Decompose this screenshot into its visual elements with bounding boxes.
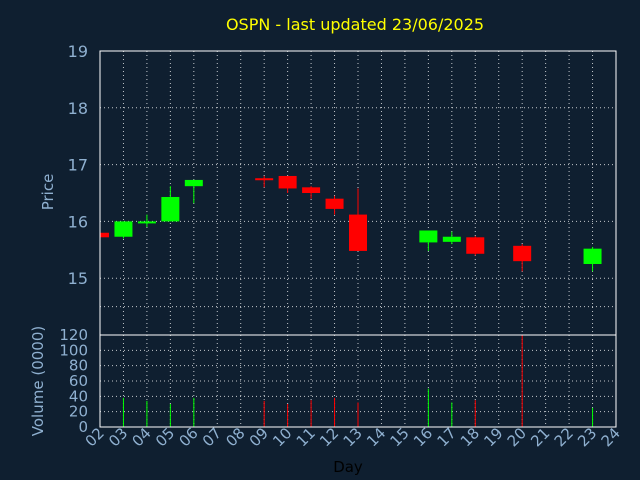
candle-body — [325, 198, 344, 209]
day-tick-label: 03 — [105, 424, 131, 450]
volume-tick-label: 100 — [59, 341, 88, 359]
chart-title: OSPN - last updated 23/06/2025 — [226, 15, 484, 34]
price-tick-label: 17 — [68, 156, 88, 175]
candle-body — [255, 178, 274, 181]
candle-body — [278, 175, 297, 189]
day-tick-label: 08 — [222, 424, 248, 450]
candle-body — [349, 214, 367, 251]
day-tick-label: 05 — [152, 424, 178, 450]
price-panel: 15 16 17 18 19 — [68, 42, 617, 336]
volume-tick-label: 60 — [69, 372, 88, 390]
candle-body — [442, 236, 461, 242]
day-tick-label: 09 — [246, 424, 272, 450]
volume-tick-label: 80 — [69, 357, 88, 375]
volume-tick-label: 20 — [69, 403, 88, 421]
candle-body — [161, 196, 180, 222]
price-axis-label: Price — [39, 174, 57, 211]
price-tick-label: 18 — [68, 99, 88, 118]
day-tick-label: 15 — [387, 424, 413, 450]
day-tick-label: 17 — [433, 424, 459, 450]
day-axis-label: Day — [333, 458, 363, 476]
volume-frame — [99, 334, 617, 428]
candle-body — [513, 245, 532, 262]
day-tick-label: 06 — [175, 424, 201, 450]
candle-body — [583, 248, 602, 264]
day-tick-label: 21 — [527, 424, 553, 450]
candle-body — [114, 221, 133, 237]
day-tick-label: 20 — [504, 424, 530, 450]
day-tick-label: 16 — [410, 424, 436, 450]
volume-axis-label: Volume (0000) — [29, 326, 47, 436]
day-tick-label: 24 — [598, 424, 624, 450]
volume-panel: 0204060801001200203040506070809101112131… — [59, 326, 623, 450]
day-tick-label: 11 — [293, 424, 319, 450]
day-tick-label: 07 — [199, 424, 225, 450]
candle-body — [466, 237, 485, 254]
volume-tick-label: 120 — [59, 326, 88, 344]
day-tick-label: 13 — [340, 424, 366, 450]
candle-body — [419, 230, 438, 243]
candle-body — [100, 232, 109, 238]
candle-body — [137, 221, 156, 224]
day-tick-label: 18 — [457, 424, 483, 450]
day-tick-label: 10 — [269, 424, 295, 450]
day-tick-label: 12 — [316, 424, 342, 450]
price-tick-label: 19 — [68, 42, 88, 61]
volume-tick-label: 40 — [69, 387, 88, 405]
price-tick-label: 16 — [68, 212, 88, 231]
day-tick-label: 04 — [129, 424, 155, 450]
day-tick-label: 19 — [480, 424, 506, 450]
candle-body — [184, 179, 203, 187]
price-tick-label: 15 — [68, 269, 88, 288]
day-tick-label: 14 — [363, 424, 389, 450]
volume-tick-label: 0 — [78, 418, 88, 436]
candle-body — [302, 187, 321, 193]
day-tick-label: 22 — [551, 424, 577, 450]
day-tick-label: 23 — [574, 424, 600, 450]
